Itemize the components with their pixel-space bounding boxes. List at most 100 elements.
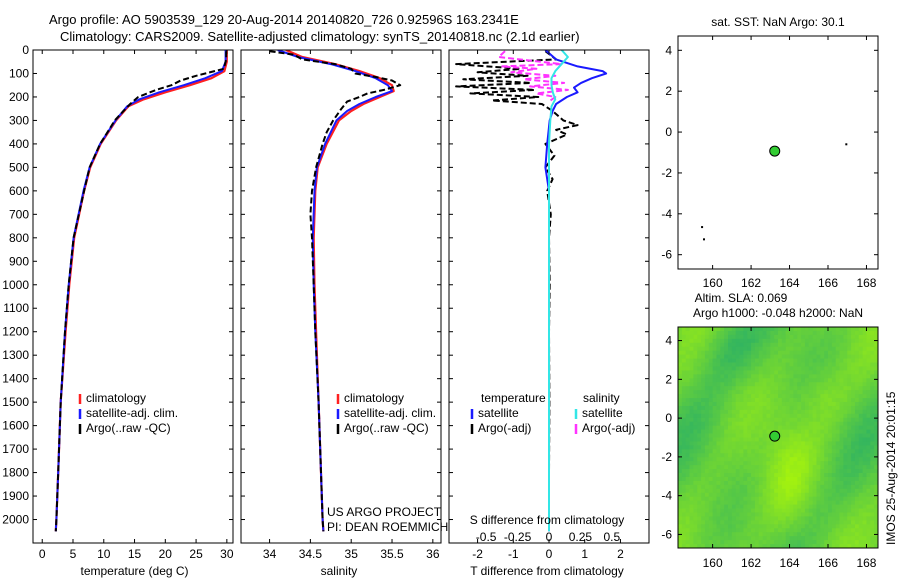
sla-cell (704, 358, 710, 363)
sla-cell (754, 330, 760, 336)
sla-cell (762, 382, 767, 387)
sla-cell (678, 358, 683, 363)
sla-cell (743, 417, 748, 423)
sst-x-tick-label: 168 (856, 276, 876, 290)
sla-cell (739, 453, 744, 458)
sla-cell (720, 370, 725, 375)
sla-cell (716, 544, 721, 548)
sla-cell (735, 500, 740, 505)
sla-cell (847, 362, 852, 367)
sla-cell (801, 354, 806, 359)
sla-cell (712, 413, 717, 419)
sla-cell (843, 413, 848, 419)
sla-cell (781, 457, 787, 462)
sla-cell (728, 536, 733, 541)
sla-cell (862, 409, 867, 415)
sla-cell (824, 342, 829, 348)
sla-cell (870, 433, 875, 438)
sla-cell (816, 382, 821, 387)
sla-cell (828, 480, 833, 486)
sla-cell (778, 520, 783, 525)
diff-legend-s-label: Argo(-adj) (582, 421, 635, 435)
sla-cell (820, 398, 825, 403)
sla-cell (778, 544, 783, 548)
sla-cell (793, 532, 798, 537)
sla-cell (851, 500, 856, 505)
sla-cell (847, 461, 852, 466)
sla-cell (766, 362, 771, 367)
sla-cell (781, 492, 787, 498)
sla-cell (774, 480, 779, 486)
sla-cell (851, 512, 856, 517)
sla-cell (728, 401, 733, 407)
sla-cell (831, 433, 837, 438)
sla-cell (762, 528, 767, 533)
sla-cell (801, 457, 806, 462)
sla-cell (785, 488, 790, 494)
sla-cell (797, 540, 802, 545)
sla-cell (701, 445, 706, 450)
sla-cell (731, 394, 737, 399)
sla-cell (766, 445, 771, 450)
sla-cell (839, 354, 844, 359)
sla-cell (793, 536, 798, 541)
sla-cell (785, 473, 790, 478)
sla-cell (751, 496, 756, 502)
salinity-legend-label: climatology (344, 391, 404, 405)
sla-cell (697, 504, 702, 509)
sla-cell (781, 496, 787, 502)
sla-cell (701, 358, 706, 363)
sla-cell (866, 457, 871, 462)
sla-cell (835, 366, 840, 371)
sla-cell (689, 445, 694, 450)
sla-cell (754, 366, 760, 371)
sla-cell (793, 544, 798, 548)
sla-cell (689, 401, 694, 407)
sla-cell (831, 469, 837, 474)
sla-cell (797, 362, 802, 367)
sla-cell (758, 528, 764, 533)
sla-cell (808, 346, 814, 352)
sla-cell (828, 338, 833, 344)
sla-cell (820, 469, 825, 474)
sla-title-2: Argo h1000: -0.048 h2000: NaN (693, 306, 863, 320)
sla-cell (697, 358, 702, 363)
sla-cell (731, 421, 737, 427)
sla-cell (724, 390, 729, 395)
sla-cell (758, 476, 764, 482)
sla-cell (693, 330, 698, 336)
sla-cell (697, 461, 702, 466)
sla-cell (839, 378, 844, 383)
sla-cell (743, 398, 748, 403)
sla-cell (808, 358, 814, 363)
sla-cell (770, 484, 775, 490)
sla-cell (835, 492, 840, 498)
sla-cell (708, 496, 714, 502)
sla-cell (697, 437, 702, 442)
sla-cell (862, 401, 867, 407)
x-tick-label: 1 (581, 547, 588, 561)
sla-cell (724, 378, 729, 383)
sla-cell (862, 445, 867, 450)
sla-cell (712, 350, 717, 356)
sla-cell (804, 366, 810, 371)
sla-cell (831, 540, 837, 545)
x-tick-label: 0 (39, 547, 46, 561)
sla-cell (789, 425, 794, 431)
sla-cell (704, 476, 710, 482)
sla-cell (851, 437, 856, 442)
sla-cell (824, 532, 829, 537)
sla-cell (816, 480, 821, 486)
panel-frame-sla_map (677, 326, 879, 549)
sla-cell (835, 449, 840, 454)
sla-cell (797, 473, 802, 478)
sla-cell (870, 453, 875, 458)
data-layer (54, 50, 848, 532)
sla-cell (831, 449, 837, 454)
y-tick-label: 1500 (2, 395, 29, 409)
sla-cell (870, 334, 875, 340)
sla-cell (793, 354, 798, 359)
sla-cell (820, 540, 825, 545)
sla-cell (862, 390, 867, 395)
sla-cell (835, 342, 840, 348)
